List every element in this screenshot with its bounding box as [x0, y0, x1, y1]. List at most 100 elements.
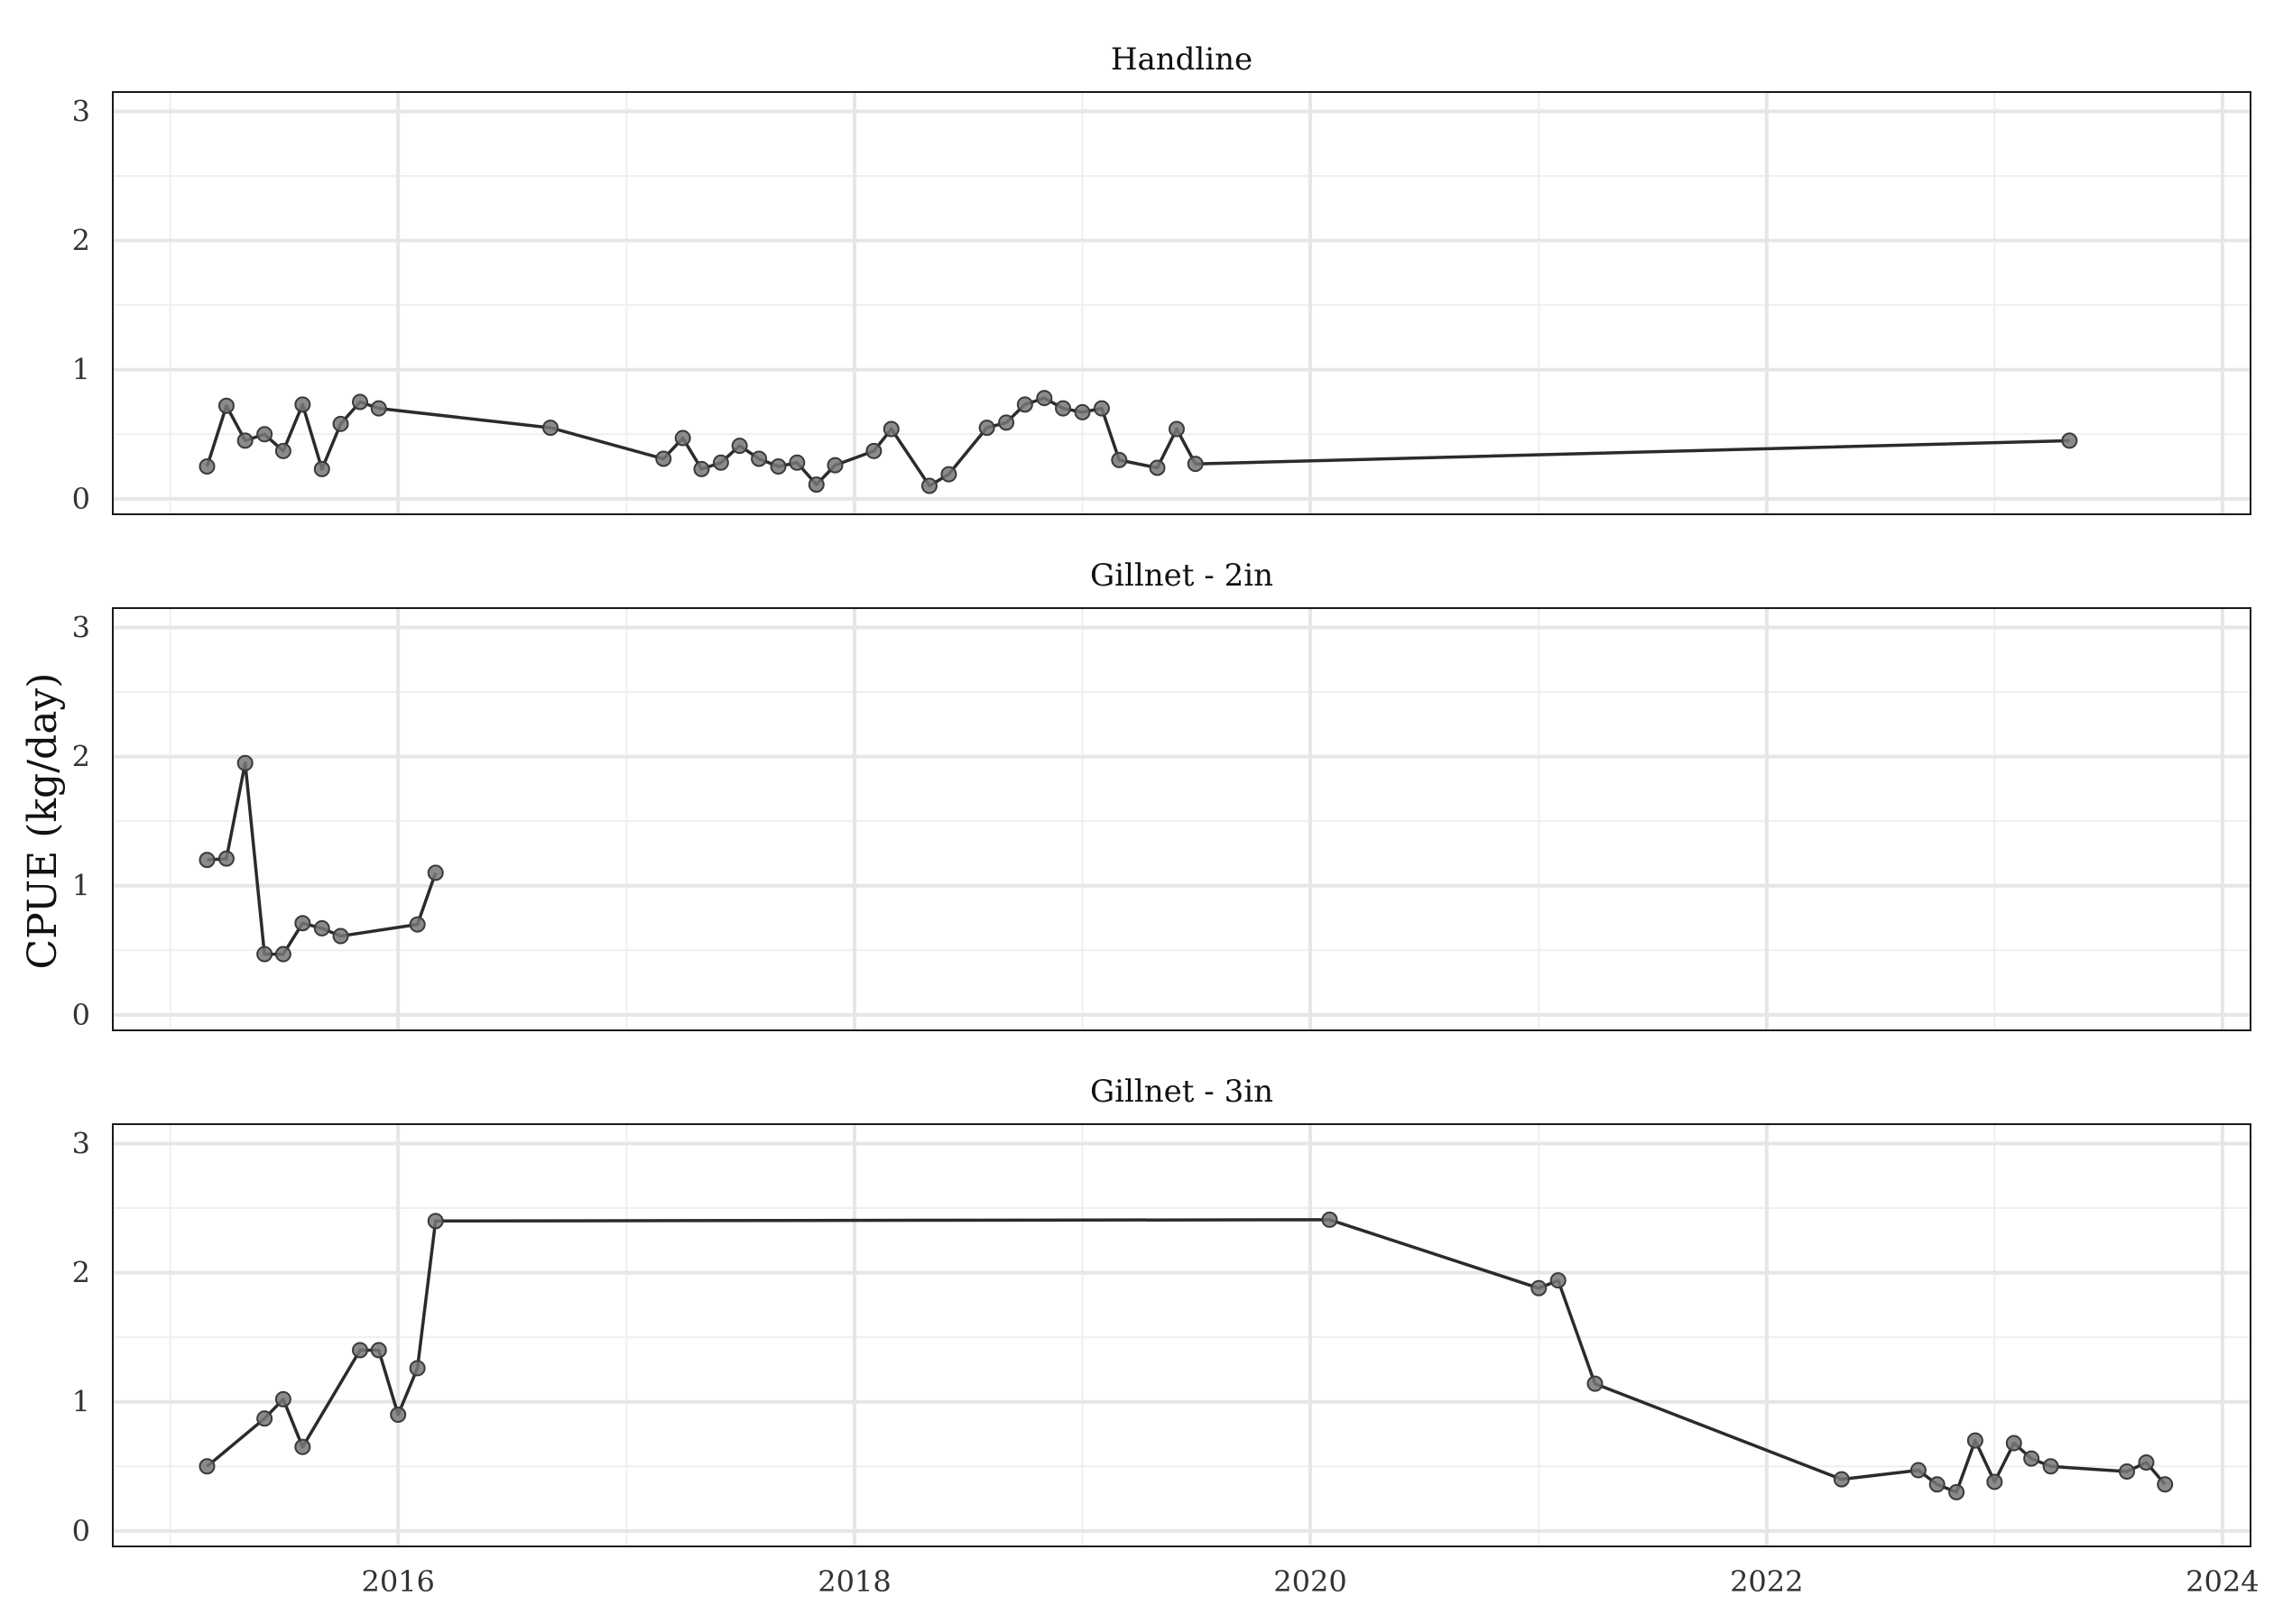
- data-point: [351, 1342, 368, 1359]
- data-point: [256, 426, 273, 443]
- data-point: [2119, 1463, 2136, 1480]
- data-point: [390, 1407, 407, 1424]
- data-point: [712, 454, 729, 471]
- data-point: [294, 396, 311, 413]
- x-tick-label: 2024: [2186, 1564, 2259, 1599]
- panel-border: [112, 607, 2251, 1031]
- data-point: [1549, 1272, 1567, 1289]
- y-tick-label: 2: [72, 1256, 90, 1290]
- data-point: [332, 927, 349, 945]
- data-point: [998, 414, 1015, 431]
- data-point: [865, 442, 883, 459]
- data-point: [199, 458, 216, 475]
- data-point: [674, 429, 691, 447]
- data-point: [236, 432, 254, 449]
- panel-border: [112, 91, 2251, 515]
- data-point: [542, 420, 559, 437]
- data-point: [1833, 1471, 1850, 1488]
- data-point: [313, 460, 330, 477]
- data-point: [2005, 1435, 2022, 1452]
- data-point: [313, 919, 330, 937]
- data-point: [731, 438, 748, 455]
- data-point: [1928, 1476, 1946, 1493]
- data-point: [2042, 1458, 2059, 1475]
- data-point: [217, 397, 235, 414]
- data-point: [1530, 1279, 1548, 1296]
- data-point: [1986, 1473, 2003, 1490]
- data-point: [751, 450, 768, 467]
- y-axis-title: CPUE (kg/day): [20, 673, 66, 970]
- data-point: [789, 454, 806, 471]
- data-point: [827, 457, 844, 474]
- data-point: [1168, 420, 1185, 438]
- y-tick-label: 1: [72, 869, 90, 903]
- data-point: [1948, 1483, 1965, 1500]
- data-point: [1016, 396, 1033, 413]
- y-tick-label: 2: [72, 224, 90, 258]
- data-point: [978, 420, 995, 437]
- data-point: [655, 450, 672, 467]
- data-point: [274, 1390, 291, 1407]
- data-point: [199, 1458, 216, 1475]
- series-line: [205, 396, 2070, 488]
- data-point: [274, 946, 291, 963]
- data-point: [351, 393, 368, 411]
- data-point: [274, 442, 291, 459]
- data-point: [1187, 456, 1204, 473]
- data-point: [920, 477, 938, 494]
- data-point: [409, 916, 426, 933]
- data-point: [883, 420, 900, 438]
- y-tick-label: 3: [72, 1126, 90, 1160]
- data-point: [1055, 400, 1072, 417]
- data-point: [1036, 390, 1053, 407]
- data-point: [294, 1438, 311, 1455]
- data-point: [427, 1213, 444, 1230]
- facet-panel: Gillnet - 2in 0 1 2 3: [72, 558, 2251, 1032]
- data-point: [256, 946, 273, 963]
- x-tick-label: 2020: [1273, 1564, 1346, 1599]
- data-point: [236, 754, 254, 771]
- x-tick-label: 2022: [1730, 1564, 1803, 1599]
- data-point: [427, 864, 444, 881]
- data-point: [199, 852, 216, 869]
- data-point: [1321, 1211, 1338, 1228]
- data-point: [2157, 1476, 2174, 1493]
- x-axis: 2016 2018 2020 2022 2024: [361, 1564, 2259, 1599]
- data-point: [2023, 1450, 2040, 1467]
- facet-title: Gillnet - 3in: [1090, 1074, 1273, 1110]
- y-tick-label: 3: [72, 94, 90, 128]
- facet-panel: Gillnet - 3in 0 1 2 3: [72, 1074, 2251, 1548]
- data-point: [256, 1410, 273, 1427]
- data-point: [1149, 459, 1166, 476]
- data-point: [1093, 400, 1110, 417]
- y-tick-label: 0: [72, 482, 90, 516]
- data-point: [770, 458, 787, 475]
- data-point: [2138, 1453, 2155, 1471]
- data-point: [808, 476, 825, 494]
- facet-title: Handline: [1111, 42, 1253, 78]
- y-tick-label: 2: [72, 740, 90, 774]
- data-point: [1909, 1462, 1927, 1479]
- data-point: [294, 915, 311, 932]
- facet-panel: Handline 0 1 2 3: [72, 42, 2251, 516]
- series-line: [206, 1218, 2167, 1494]
- data-point: [1586, 1375, 1604, 1392]
- series-line: [207, 761, 438, 956]
- data-point: [1966, 1432, 1983, 1449]
- data-point: [1111, 451, 1128, 468]
- data-point: [2061, 432, 2078, 449]
- data-point: [940, 466, 957, 483]
- y-tick-label: 1: [72, 1385, 90, 1419]
- data-point: [370, 1342, 387, 1359]
- data-point: [409, 1360, 426, 1377]
- data-point: [693, 460, 710, 477]
- y-tick-label: 0: [72, 998, 90, 1032]
- y-tick-label: 0: [72, 1514, 90, 1548]
- y-tick-label: 3: [72, 610, 90, 644]
- data-point: [217, 850, 235, 867]
- x-tick-label: 2018: [818, 1564, 891, 1599]
- x-tick-label: 2016: [361, 1564, 434, 1599]
- data-point: [1074, 403, 1091, 420]
